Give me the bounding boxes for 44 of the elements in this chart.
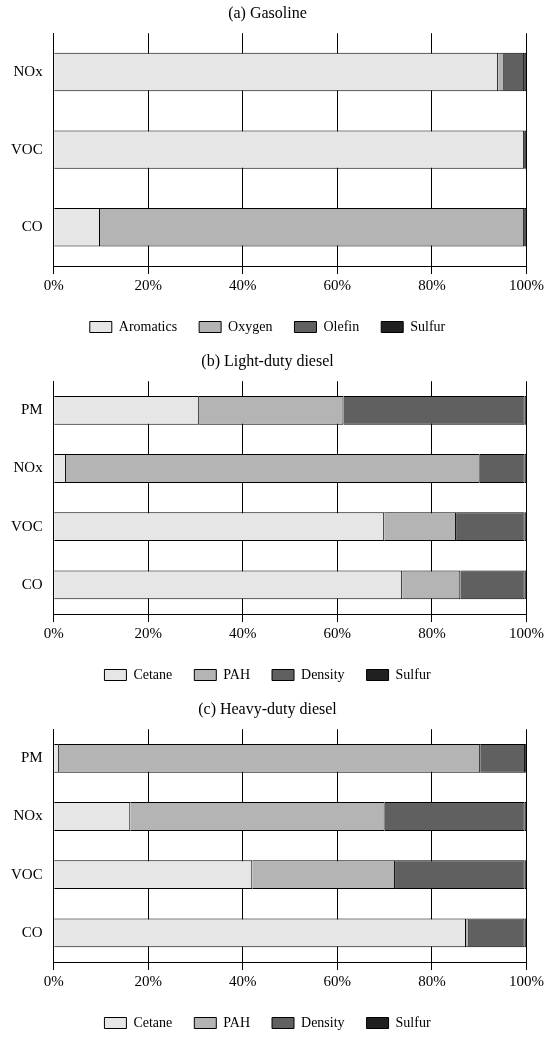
x-tick-label: 80% [418, 276, 446, 293]
x-tick-label: 100% [509, 972, 544, 989]
y-tick-label: CO [21, 923, 43, 940]
x-tick-label: 60% [323, 624, 352, 641]
x-tick-label: 20% [134, 624, 162, 641]
y-tick-label: NOx [13, 807, 44, 824]
legend-label: Sulfur [410, 318, 446, 334]
chart-title: (a) Gasoline [228, 3, 307, 22]
x-tick-label: 40% [229, 276, 257, 293]
legend-label: Aromatics [118, 318, 178, 334]
legend-label: PAH [223, 1014, 251, 1030]
x-tick-label: 80% [418, 624, 446, 641]
legend-label: Sulfur [395, 666, 431, 682]
y-tick-label: VOC [11, 140, 43, 157]
y-tick-label: NOx [13, 459, 44, 476]
x-tick-label: 100% [509, 276, 544, 293]
x-tick-label: 40% [229, 624, 257, 641]
y-tick-label: CO [21, 218, 43, 235]
legend-label: Sulfur [395, 1014, 431, 1030]
y-tick-label: PM [20, 401, 43, 418]
legend-label: Olefin [323, 318, 360, 334]
y-tick-label: VOC [11, 865, 43, 882]
legend-label: Density [301, 1014, 345, 1030]
x-tick-label: 20% [134, 276, 162, 293]
x-tick-label: 0% [43, 624, 64, 641]
x-tick-label: 0% [43, 276, 64, 293]
legend-label: Density [301, 666, 345, 682]
x-tick-label: 60% [323, 972, 352, 989]
x-tick-label: 60% [323, 276, 352, 293]
y-tick-label: NOx [13, 62, 44, 79]
x-tick-label: 100% [509, 624, 544, 641]
x-tick-label: 0% [43, 972, 64, 989]
y-tick-label: CO [21, 575, 43, 592]
x-tick-label: 80% [418, 972, 446, 989]
legend-label: PAH [223, 666, 251, 682]
y-tick-label: VOC [11, 517, 43, 534]
legend-label: Cetane [133, 666, 173, 682]
chart-title: (b) Light-duty diesel [201, 351, 335, 370]
chart-title: (c) Heavy-duty diesel [198, 699, 338, 718]
x-tick-label: 40% [229, 972, 257, 989]
y-tick-label: PM [20, 749, 43, 766]
x-tick-label: 20% [134, 972, 162, 989]
legend-label: Cetane [133, 1014, 173, 1030]
legend-label: Oxygen [228, 318, 273, 334]
